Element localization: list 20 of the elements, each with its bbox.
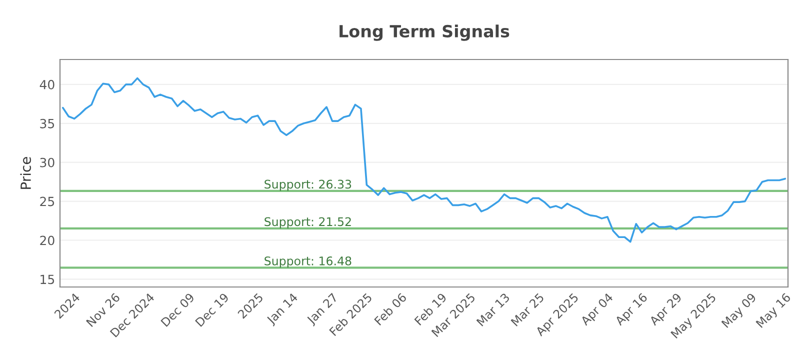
y-tick-label: 15 [40,274,54,284]
x-tick-label: Apr 16 [614,292,650,328]
x-tick-label: Apr 04 [580,292,616,328]
y-tick-label: 40 [40,80,54,90]
chart-title: Long Term Signals [340,24,510,41]
ref-line-label: Support: 26.33 [264,180,352,191]
x-tick-label: Dec 09 [160,292,195,327]
x-tick-label: Feb 06 [374,292,408,326]
x-tick-label: Mar 13 [476,292,510,327]
y-tick-label: 35 [40,118,54,128]
y-tick-label: 25 [40,196,54,206]
y-tick-label: 30 [40,158,54,168]
y-axis-title: Price [20,157,31,189]
ref-line-label: Support: 21.52 [264,217,351,228]
x-tick-label: Mar 25 [510,292,544,327]
y-tick-label: 20 [40,236,54,246]
ref-line-label: Support: 16.48 [264,256,352,268]
x-tick-label: Dec 19 [194,292,230,327]
x-tick-label: Jan 14 [266,292,300,326]
line-series [62,77,786,243]
